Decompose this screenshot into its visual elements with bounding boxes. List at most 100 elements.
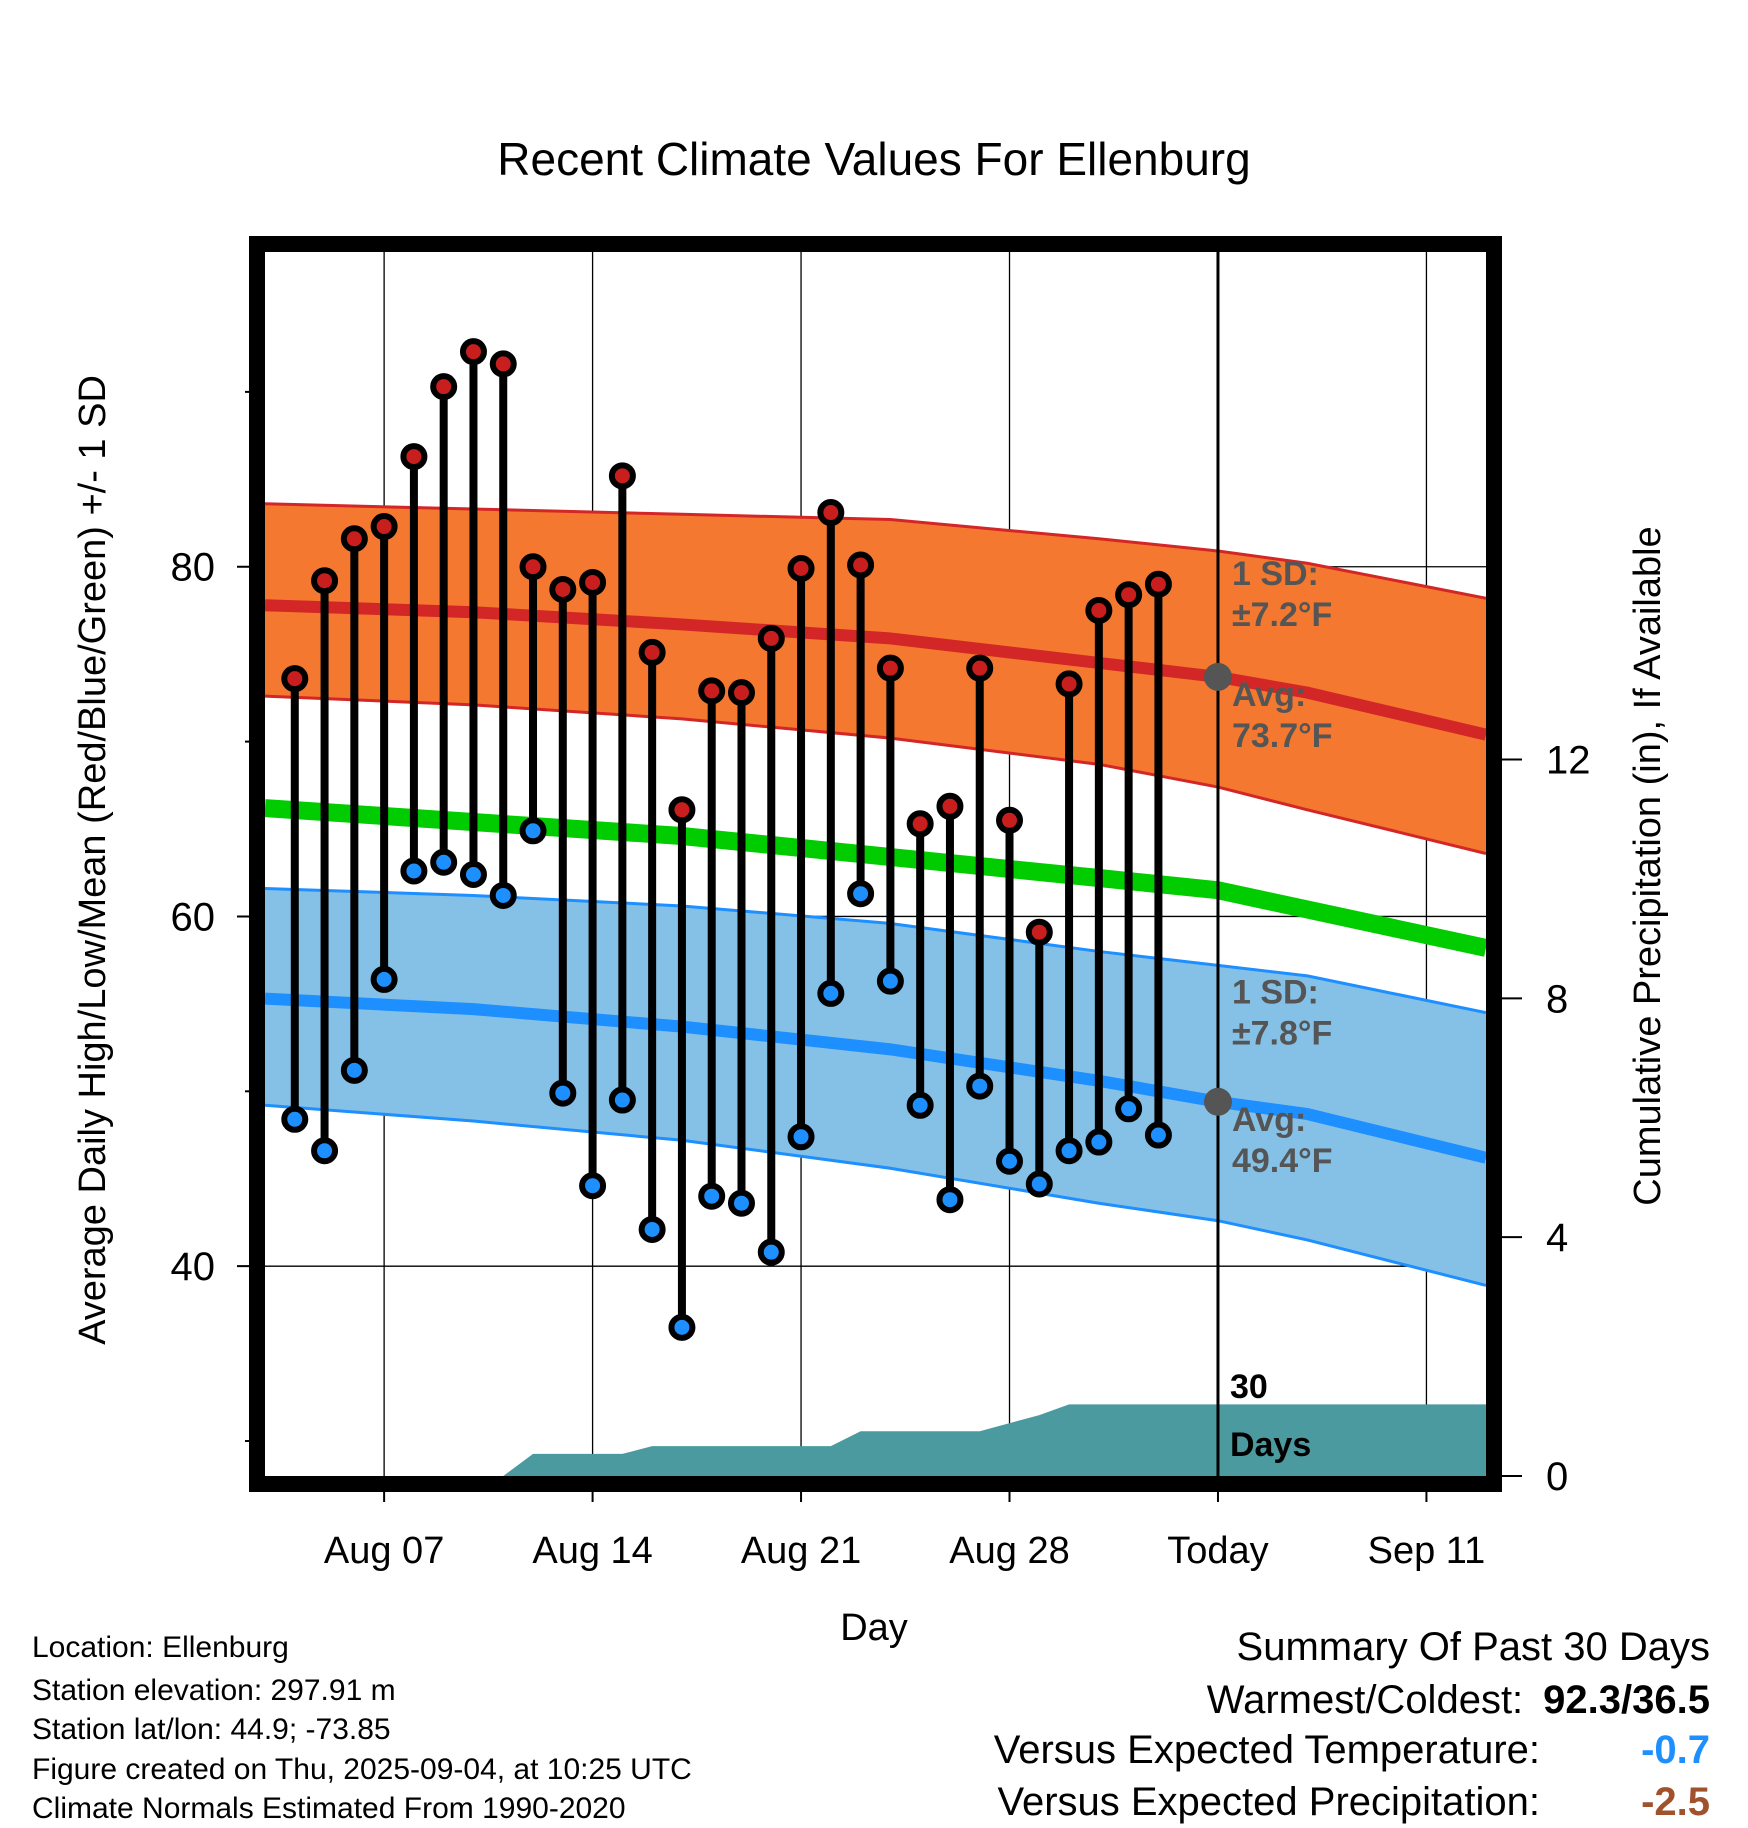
observed-low-point: [489, 881, 517, 909]
summary-title: Summary Of Past 30 Days: [1236, 1625, 1710, 1669]
observed-low-point: [966, 1072, 994, 1100]
observed-low-point: [1055, 1137, 1083, 1165]
observed-high-point: [430, 373, 458, 401]
observed-low-point: [936, 1186, 964, 1214]
observed-low-point: [340, 1056, 368, 1084]
y2-axis-label: Cumulative Precipitation (in), If Availa…: [1627, 526, 1669, 1205]
observed-high-point: [1144, 570, 1172, 598]
observed-high-point: [519, 553, 547, 581]
normal-low-band: [265, 888, 1486, 1286]
observed-high-point: [668, 796, 696, 824]
observed-high-point: [876, 654, 904, 682]
observed-high-point: [340, 525, 368, 553]
observed-high-point: [489, 350, 517, 378]
observed-high-point: [996, 806, 1024, 834]
today-normal-low-dot: [1203, 1087, 1232, 1116]
y2-tick-label: 12: [1546, 739, 1591, 783]
x-tick-label: Sep 11: [1368, 1530, 1486, 1572]
plot-inner: [265, 252, 1486, 1476]
observed-high-point: [1115, 581, 1143, 609]
normal-high-mean-line: [265, 599, 1486, 741]
observed-high-point: [1025, 918, 1053, 946]
observed-high-point: [817, 499, 845, 527]
observed-high-point: [608, 462, 636, 490]
x-tick-label: Aug 21: [741, 1530, 861, 1572]
normal-low-mean-line: [265, 992, 1486, 1164]
observed-low-point: [459, 860, 487, 888]
low-sd-label: 1 SD:: [1232, 973, 1319, 1011]
summary-precip: Versus Expected Precipitation: -2.5: [997, 1782, 1710, 1822]
y2-tick-label: 0: [1546, 1455, 1568, 1499]
precip-area: [503, 1404, 1486, 1476]
x-tick-label: Today: [1167, 1530, 1268, 1572]
normal-high-upper-edge: [265, 502, 1486, 600]
observed-high-point: [936, 792, 964, 820]
normals-text: Climate Normals Estimated From 1990-2020: [32, 1792, 626, 1825]
observed-high-point: [311, 567, 339, 595]
observed-low-point: [1144, 1121, 1172, 1149]
x-tick-label: Aug 14: [532, 1530, 652, 1572]
observed-low-point: [757, 1238, 785, 1266]
days-label-number: 30: [1230, 1368, 1268, 1406]
observed-low-point: [698, 1182, 726, 1210]
temp-versus-label: Versus Expected Temperature:: [993, 1728, 1540, 1772]
observed-low-point: [876, 967, 904, 995]
y-tick-label: 60: [171, 895, 216, 939]
observed-low-point: [996, 1147, 1024, 1175]
observed-high-point: [281, 665, 309, 693]
observed-high-point: [638, 638, 666, 666]
observed-low-point: [787, 1123, 815, 1151]
observed-low-point: [847, 880, 875, 908]
low-avg-value: 49.4°F: [1232, 1142, 1333, 1180]
observed-low-point: [608, 1086, 636, 1114]
normal-low-lower-edge: [265, 1103, 1486, 1287]
observed-low-point: [549, 1079, 577, 1107]
observed-low-point: [1085, 1128, 1113, 1156]
summary-warm-cold: Warmest/Coldest: 92.3/36.5: [1207, 1680, 1710, 1720]
low-avg-label: Avg:: [1232, 1101, 1306, 1139]
high-avg-value: 73.7°F: [1232, 717, 1333, 755]
chart-title: Recent Climate Values For Ellenburg: [497, 133, 1250, 185]
high-sd-label: 1 SD:: [1232, 555, 1319, 593]
observed-high-point: [459, 338, 487, 366]
temp-versus-value: -0.7: [1641, 1728, 1710, 1772]
observed-high-point: [757, 624, 785, 652]
observed-low-point: [1115, 1095, 1143, 1123]
observed-high-point: [966, 654, 994, 682]
observed-low-point: [311, 1137, 339, 1165]
warm-cold-value: 92.3/36.5: [1543, 1678, 1710, 1722]
low-sd-value: ±7.8°F: [1232, 1014, 1332, 1052]
precip-versus-label: Versus Expected Precipitation:: [997, 1780, 1540, 1824]
observed-low-point: [906, 1091, 934, 1119]
observed-high-point: [787, 554, 815, 582]
observed-low-point: [817, 979, 845, 1007]
observed-high-point: [400, 443, 428, 471]
observed-low-point: [519, 817, 547, 845]
normal-high-lower-edge: [265, 694, 1486, 855]
y-tick-label: 80: [171, 546, 216, 590]
observed-high-point: [1085, 596, 1113, 624]
location-text: Location: Ellenburg: [32, 1631, 289, 1664]
observed-low-point: [668, 1313, 696, 1341]
observed-high-point: [1055, 670, 1083, 698]
y-tick-label: 40: [171, 1245, 216, 1289]
observed-high-point: [847, 551, 875, 579]
summary-temp: Versus Expected Temperature: -0.7: [994, 1730, 1710, 1770]
latlon-text: Station lat/lon: 44.9; -73.85: [32, 1713, 391, 1746]
high-sd-value: ±7.2°F: [1232, 596, 1332, 634]
observed-low-point: [638, 1215, 666, 1243]
y2-tick-label: 4: [1546, 1216, 1568, 1260]
observed-low-point: [370, 965, 398, 993]
created-text: Figure created on Thu, 2025-09-04, at 10…: [32, 1753, 692, 1786]
y2-tick-label: 8: [1546, 977, 1568, 1021]
observed-high-point: [906, 810, 934, 838]
warm-cold-label: Warmest/Coldest:: [1206, 1678, 1524, 1722]
observed-low-point: [400, 857, 428, 885]
observed-low-point: [430, 848, 458, 876]
today-normal-high-dot: [1203, 662, 1232, 691]
plot-frame: [249, 236, 1502, 1492]
observed-low-point: [727, 1189, 755, 1217]
x-tick-label: Aug 28: [949, 1530, 1069, 1572]
